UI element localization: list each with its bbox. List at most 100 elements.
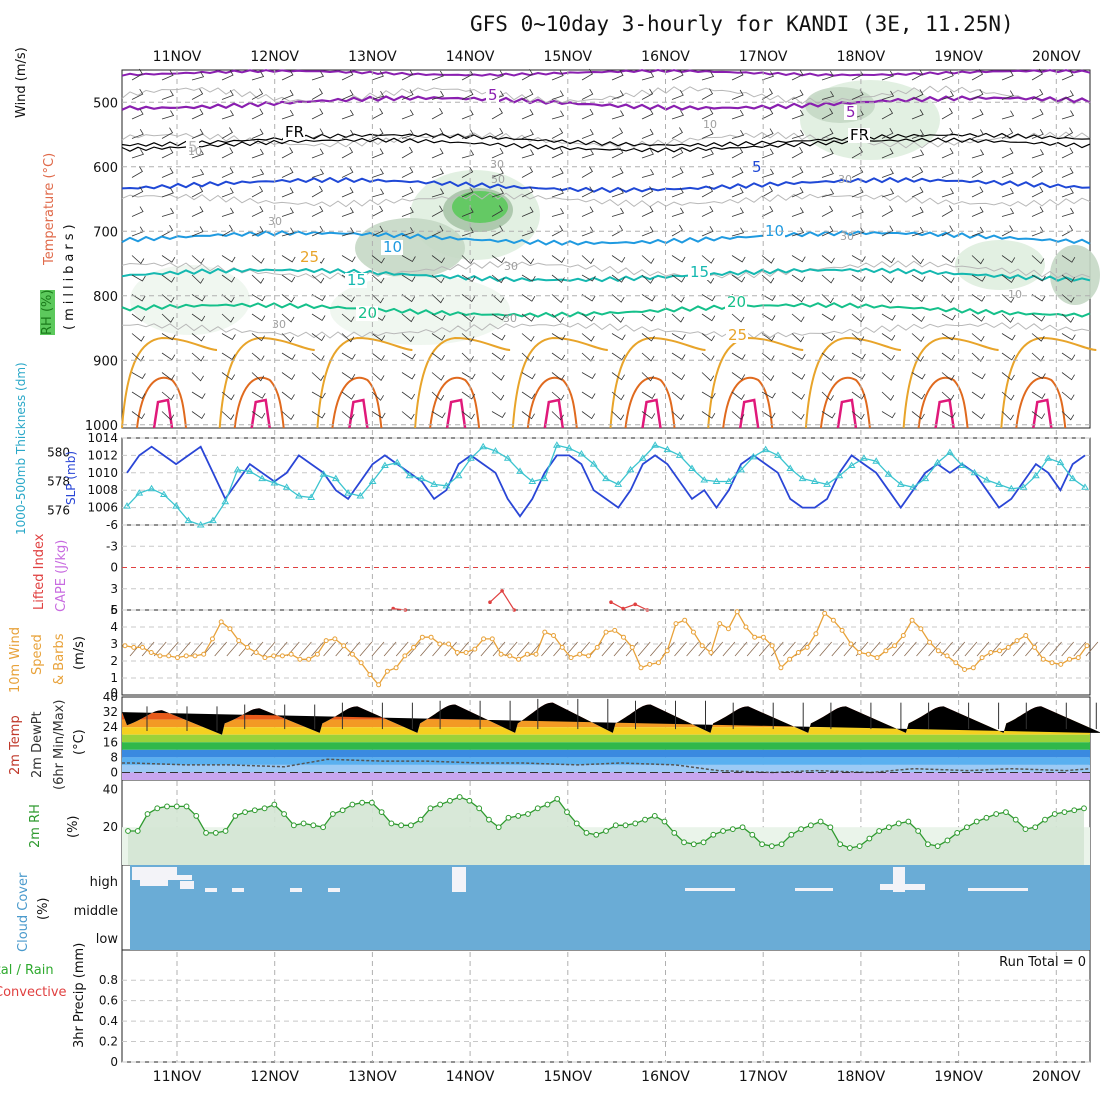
cloud-unit-label: (%) xyxy=(36,897,51,921)
cloud-gap xyxy=(328,888,340,892)
wind10-speed-point xyxy=(419,634,425,640)
wind-barb xyxy=(1061,147,1074,159)
wind10-speed-point xyxy=(787,656,793,662)
wind-barb xyxy=(761,108,774,120)
thickness-marker xyxy=(921,474,930,482)
thickness-marker xyxy=(393,458,402,466)
wind10-speed-point xyxy=(542,629,548,635)
pressure-tick-label: 600 xyxy=(93,161,118,176)
wind10-speed-point xyxy=(822,610,828,616)
wind-barb xyxy=(611,147,624,159)
wind-barb xyxy=(731,187,744,198)
wind-barb xyxy=(491,372,505,381)
wind10-barb xyxy=(976,641,990,657)
rh-point xyxy=(486,816,492,823)
wind-barb xyxy=(221,274,236,283)
wind-barb xyxy=(1001,167,1014,178)
wind10-barb xyxy=(371,641,385,657)
rh-point xyxy=(778,841,785,848)
wind-barb xyxy=(731,313,745,323)
wind10-unit-label: (m/s) xyxy=(72,636,87,670)
wind-barb xyxy=(611,372,625,381)
wind-barb xyxy=(761,391,776,399)
temp-band xyxy=(122,764,1090,773)
wind10-tick-label: 4 xyxy=(110,620,118,634)
cloud-gap xyxy=(880,884,925,890)
wind-barb xyxy=(761,128,774,139)
wind-barb xyxy=(311,391,326,399)
isotherm-label-bg xyxy=(848,128,870,143)
wind-barb xyxy=(581,68,593,81)
wind-barb xyxy=(821,168,834,178)
isotherm-label: 15 xyxy=(347,271,366,289)
rh-point xyxy=(222,828,229,834)
wind10-speed-point xyxy=(629,644,635,650)
rh-shade-5 xyxy=(805,87,875,123)
wind-barb xyxy=(911,255,924,265)
wind-barb xyxy=(461,411,475,420)
thickness-marker xyxy=(491,447,500,454)
wind-barb xyxy=(431,333,446,341)
wind-barb xyxy=(1061,274,1075,283)
wind-barb xyxy=(701,226,714,237)
wind-barb xyxy=(1031,313,1046,322)
wind-barb xyxy=(971,166,984,178)
isotherm-30-5 xyxy=(624,376,676,429)
rh-point xyxy=(866,835,873,842)
thickness-marker xyxy=(1056,458,1065,466)
wind-barb xyxy=(941,188,955,198)
wind10-speed-point xyxy=(122,643,128,649)
wind-barb xyxy=(761,71,775,81)
wind10-barb xyxy=(1025,641,1038,657)
wind-barb xyxy=(941,294,955,304)
wind-barb xyxy=(881,107,894,120)
wind-barb xyxy=(971,68,984,81)
wind-barb xyxy=(131,411,146,420)
wind-barb xyxy=(611,167,624,178)
wind-barb xyxy=(431,188,445,198)
wind-barb xyxy=(1001,110,1015,120)
wind-barb xyxy=(611,333,626,341)
wind-barb xyxy=(131,352,145,362)
wind-barb xyxy=(551,187,564,198)
wind-barb xyxy=(611,274,625,283)
wind-barb xyxy=(701,108,714,120)
wind-barb xyxy=(1031,128,1044,139)
wind-barb xyxy=(671,69,684,81)
wind10-speed-point xyxy=(690,629,696,635)
wind-barb xyxy=(221,207,235,217)
wind-barb xyxy=(941,274,955,284)
wind-barb xyxy=(641,108,654,120)
wind-barb xyxy=(131,166,143,178)
wind10-speed-point xyxy=(551,633,557,638)
wind10-barb xyxy=(891,641,905,657)
wind-barb xyxy=(311,148,324,159)
wind-barb xyxy=(761,372,775,382)
isotherm-label-bg xyxy=(726,328,748,343)
wind10-speed-point xyxy=(244,644,250,650)
wind-barb xyxy=(611,255,626,263)
wind-barb xyxy=(791,227,805,237)
thickness-marker xyxy=(552,441,561,448)
wind-barb xyxy=(251,128,264,139)
pressure-tick-label: 1000 xyxy=(85,419,118,434)
wind10-speed-point xyxy=(201,651,207,657)
wind10-speed-point xyxy=(900,633,906,638)
wind10-speed-point xyxy=(559,644,565,650)
wind-barb xyxy=(1061,294,1075,303)
wind-barb xyxy=(311,185,323,198)
wind-barb xyxy=(461,186,474,198)
x-tick-label-bottom: 13NOV xyxy=(348,1069,397,1085)
wind-barb xyxy=(461,313,475,322)
wind-barb xyxy=(581,88,594,100)
wind-barb xyxy=(251,71,265,81)
wind-barb xyxy=(641,313,656,322)
rh-contour-label: 30 xyxy=(268,215,282,228)
wind-barb xyxy=(551,70,564,81)
wind10-speed-point xyxy=(839,627,845,633)
wind-barb xyxy=(821,148,834,159)
rh-point xyxy=(710,831,717,838)
temp-tick-label: 40 xyxy=(103,690,118,704)
wind-barb xyxy=(821,294,834,304)
wind-barb xyxy=(701,313,716,322)
